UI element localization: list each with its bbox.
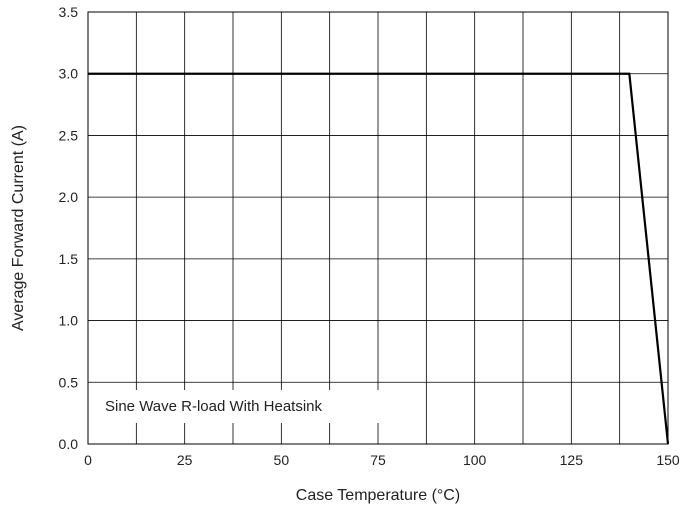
x-tick-label: 150 — [656, 452, 680, 468]
series-layer — [88, 72, 670, 445]
x-tick-label: 125 — [560, 452, 584, 468]
plot-frame — [87, 11, 669, 445]
y-tick-label: 3.0 — [59, 66, 79, 82]
x-axis-title: Case Temperature (°C) — [296, 487, 460, 504]
y-tick-label: 2.0 — [59, 189, 79, 205]
x-tick-label: 50 — [274, 452, 290, 468]
y-tick-label: 0.0 — [59, 436, 79, 452]
series-line — [88, 72, 670, 445]
y-tick-label: 2.5 — [59, 127, 79, 143]
y-axis-title: Average Forward Current (A) — [10, 125, 27, 331]
y-tick-label: 1.5 — [59, 251, 79, 267]
x-tick-label: 25 — [177, 452, 193, 468]
x-tick-label: 75 — [370, 452, 386, 468]
annotation-text: Sine Wave R-load With Heatsink — [105, 398, 323, 415]
tick-labels: 0 25 50 75 100 125 150 0.0 0.5 1.0 1.5 2.0 2.5 3.0 3.5 — [59, 4, 680, 468]
y-tick-label: 3.5 — [59, 4, 79, 20]
annotation-box — [95, 390, 395, 423]
y-tick-label: 1.0 — [59, 313, 79, 329]
y-tick-label: 0.5 — [59, 374, 79, 390]
x-tick-label: 0 — [84, 452, 92, 468]
x-tick-label: 100 — [463, 452, 487, 468]
